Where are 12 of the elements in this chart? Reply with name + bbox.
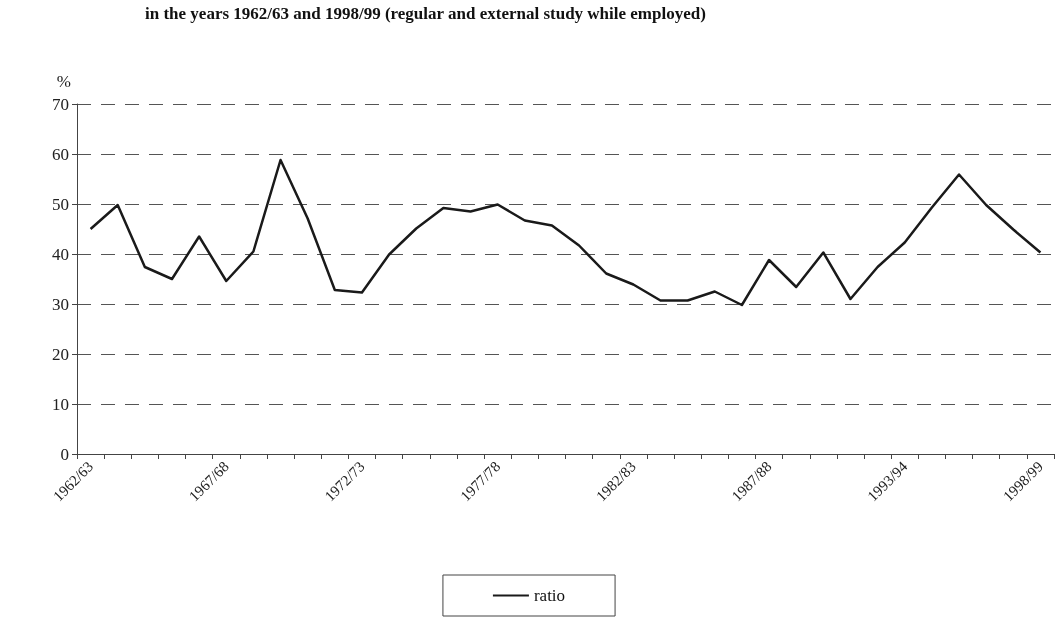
y-tick-label: 10 xyxy=(52,394,69,414)
y-tick-label: 70 xyxy=(52,94,69,114)
y-tick-label: 60 xyxy=(52,144,69,164)
y-tick-label: 50 xyxy=(52,194,69,214)
y-tick-label: 0 xyxy=(60,444,69,464)
line-series xyxy=(89,158,1042,307)
y-axis-title: % xyxy=(56,72,71,91)
chart-title: in the years 1962/63 and 1998/99 (regular and external study while employed) xyxy=(145,4,706,23)
y-tick-label: 20 xyxy=(52,344,69,364)
y-tick-label: 30 xyxy=(52,294,69,314)
legend-label: ratio xyxy=(533,586,566,605)
y-tick-label: 40 xyxy=(52,244,69,264)
